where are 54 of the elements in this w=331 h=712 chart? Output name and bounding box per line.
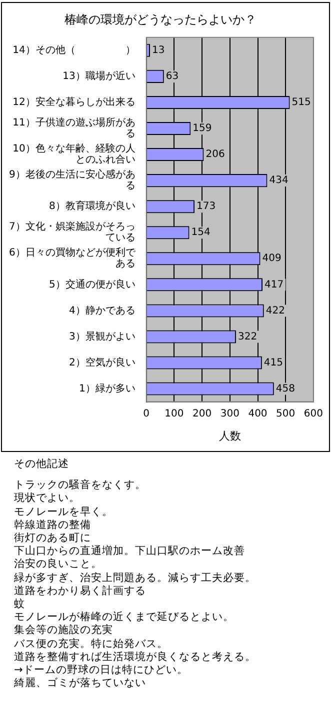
y-tick-label: 1）緑が多い: [78, 382, 136, 394]
text: 治安の良いこと。: [14, 558, 103, 572]
text: トラックの騒音をなくす。: [14, 479, 147, 492]
text: →ドームの野球の日は特にひどい。: [14, 664, 189, 677]
data-label: 13: [152, 45, 165, 56]
text: 下山口からの直通増加。下山口駅のホーム改善: [14, 545, 246, 558]
x-tick-label: 500: [276, 408, 296, 420]
x-tick-label: 600: [304, 408, 324, 420]
y-tick-label: 13）職場が近い: [62, 70, 136, 82]
text: 綺麗、ゴミが落ちていない: [14, 677, 147, 690]
x-tick-label: 300: [220, 408, 240, 420]
x-tick-label: 400: [248, 408, 268, 420]
chart-title: 椿峰の環境がどうなったらよいか？: [64, 12, 256, 26]
y-tick-label: 2）空気が良い: [68, 356, 136, 368]
y-tick-label: 7）文化・娯楽施設がそろっている: [8, 220, 136, 244]
text: モノレールが椿峰の近くまで延びるとよい。: [14, 611, 235, 624]
data-label: 159: [192, 123, 212, 134]
data-label: 322: [238, 331, 258, 342]
text: 幹線道路の整備: [14, 518, 92, 532]
data-label: 415: [264, 357, 284, 368]
y-tick-label: 5）交通の便が良い: [48, 278, 136, 290]
y-tick-label: 3）景観がよい: [68, 330, 136, 342]
data-label: 154: [191, 227, 210, 238]
y-tick-label: 12）安全な暮らしが出来る: [12, 96, 136, 108]
y-tick-label: 4）静かである: [68, 304, 136, 316]
y-tick-label: 8）教育環境が良い: [48, 200, 136, 212]
data-label: 409: [262, 253, 282, 264]
data-label: 63: [166, 71, 179, 82]
text: 集会等の施設の充実: [14, 624, 114, 638]
text: 街灯のある町に: [14, 532, 92, 545]
data-label: 417: [264, 279, 284, 290]
x-tick-label: 100: [164, 408, 184, 420]
text: 道路をわかり易く計画する: [14, 584, 147, 598]
text: モノレールを早く。: [14, 506, 114, 519]
y-tick-label: 6）日々の買物などが便利である: [8, 246, 136, 270]
text: 道路を整備すれば生活環境が良くなると考える。: [14, 650, 257, 664]
x-tick-label: 0: [143, 408, 150, 420]
x-tick-label: 200: [192, 408, 212, 420]
data-label: 173: [196, 201, 216, 212]
text: 蚊: [14, 598, 26, 612]
y-tick-label: 9）老後の生活に安心感がある: [8, 168, 136, 192]
text: バス便の充実。特に始発バス。: [14, 638, 169, 651]
data-label: 422: [266, 305, 285, 316]
data-label: 434: [269, 175, 288, 186]
data-label: 206: [206, 149, 225, 160]
y-tick-label: 14）その他（ ）: [12, 44, 136, 56]
text: その他記述: [14, 458, 70, 472]
y-tick-label: 10）色々な年齢、経験の人とのふれ合い: [12, 142, 136, 166]
y-tick-label: 11）子供達の遊ぶ場所がある: [12, 116, 136, 140]
text: 緑が多すぎ、治安上問題ある。減らす工夫必要。: [14, 572, 257, 585]
data-label: 515: [292, 97, 311, 108]
data-label: 458: [276, 383, 296, 394]
text: 現状でよい。: [14, 492, 81, 506]
x-axis-title: 人数: [218, 429, 241, 442]
